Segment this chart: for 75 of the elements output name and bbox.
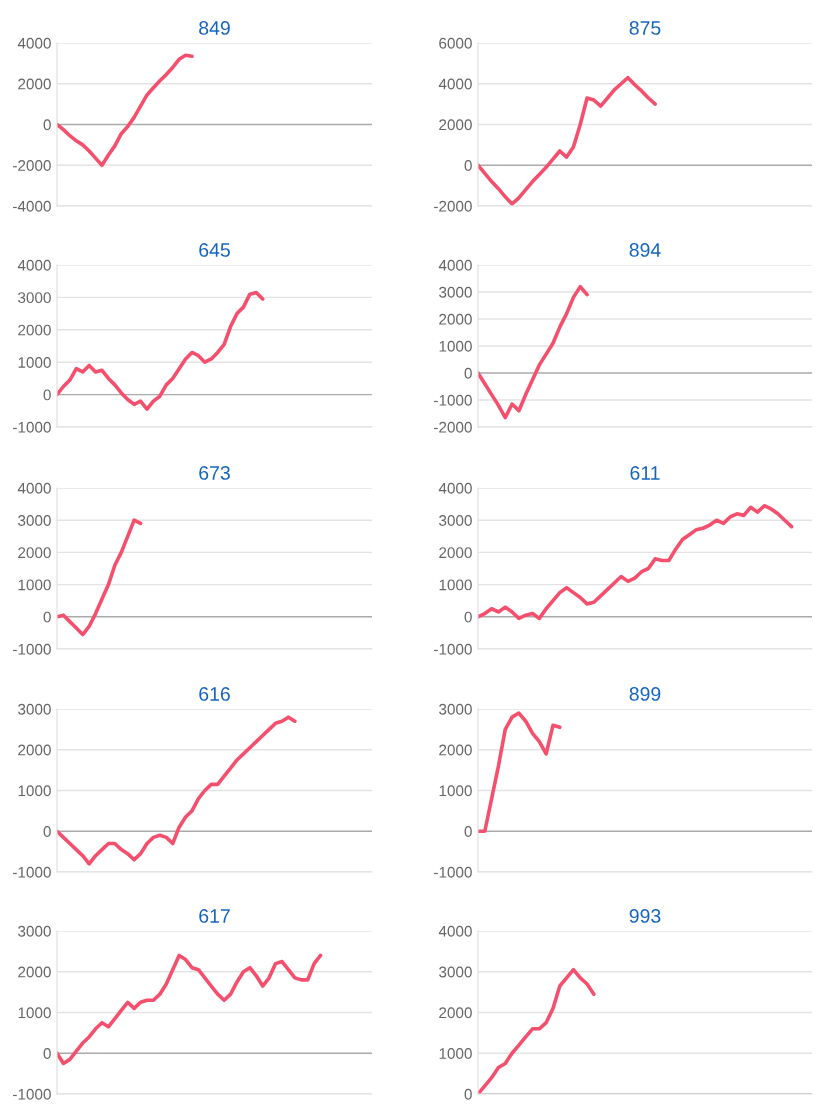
y-tick-label: 3000 xyxy=(18,925,51,937)
line-series xyxy=(478,284,589,420)
y-tick-label: -1000 xyxy=(434,866,472,878)
y-tick-label: 0 xyxy=(464,1088,472,1100)
y-tick-label: 2000 xyxy=(18,744,51,756)
y-tick-label: 1000 xyxy=(18,1007,51,1019)
y-tick-label: -2000 xyxy=(434,421,472,433)
line-series xyxy=(57,953,323,1066)
y-tick-label: 4000 xyxy=(17,482,51,494)
y-tick-label: 0 xyxy=(464,826,472,837)
chart-title: 875 xyxy=(629,21,661,35)
y-tick-label: -1000 xyxy=(434,643,472,655)
y-tick-label: -2000 xyxy=(13,160,51,171)
line-series xyxy=(57,518,143,637)
y-tick-label: 1000 xyxy=(439,1048,472,1059)
y-tick-label: 3000 xyxy=(439,515,472,526)
y-tick-label: 3000 xyxy=(18,292,51,304)
y-tick-label: 3000 xyxy=(439,703,472,715)
y-tick-label: 0 xyxy=(464,367,472,379)
y-tick-label: 4000 xyxy=(438,78,472,90)
y-tick-label: -1000 xyxy=(13,1088,51,1100)
chart-title: 894 xyxy=(629,243,661,257)
y-tick-label: 0 xyxy=(43,389,51,401)
chart-title: 645 xyxy=(199,243,230,257)
y-tick-label: 1000 xyxy=(18,357,51,368)
y-tick-label: -1000 xyxy=(13,421,51,433)
y-tick-label: 2000 xyxy=(439,547,472,559)
line-series xyxy=(478,75,658,206)
y-tick-label: 2000 xyxy=(18,324,51,336)
chart-title: 899 xyxy=(629,687,661,701)
y-tick-label: 0 xyxy=(464,160,472,171)
y-tick-label: 1000 xyxy=(18,579,51,591)
y-tick-label: -1000 xyxy=(13,866,51,878)
chart-title: 849 xyxy=(199,21,230,35)
y-tick-label: 4000 xyxy=(438,259,472,271)
line-series xyxy=(478,967,596,1094)
line-series xyxy=(57,53,194,168)
line-series xyxy=(478,711,562,834)
y-tick-label: 3000 xyxy=(18,515,51,526)
y-tick-label: 0 xyxy=(43,826,51,837)
y-tick-label: 4000 xyxy=(17,37,51,49)
y-tick-label: -4000 xyxy=(13,200,51,212)
y-tick-label: 0 xyxy=(43,611,51,623)
y-tick-label: 2000 xyxy=(18,547,51,559)
line-series xyxy=(57,290,265,411)
chart-title: 611 xyxy=(630,466,660,480)
y-tick-label: 0 xyxy=(43,1048,51,1059)
y-tick-label: 6000 xyxy=(439,37,472,49)
y-tick-label: 3000 xyxy=(439,966,472,978)
y-tick-label: 2000 xyxy=(439,313,472,325)
chart-title: 616 xyxy=(199,687,230,701)
chart-title: 617 xyxy=(199,909,230,923)
y-tick-label: 0 xyxy=(43,119,51,131)
y-tick-label: 1000 xyxy=(18,785,51,797)
line-series xyxy=(478,503,794,621)
y-tick-label: 2000 xyxy=(439,744,472,756)
y-tick-label: -1000 xyxy=(434,394,472,406)
y-tick-label: 2000 xyxy=(18,78,51,90)
y-tick-label: -1000 xyxy=(13,643,51,655)
y-tick-label: 2000 xyxy=(439,1007,472,1019)
y-tick-label: -2000 xyxy=(434,200,472,212)
y-tick-label: 2000 xyxy=(439,119,472,131)
y-tick-label: 1000 xyxy=(439,785,472,797)
y-tick-label: 1000 xyxy=(439,340,472,352)
y-tick-label: 4000 xyxy=(17,259,51,271)
y-tick-label: 0 xyxy=(464,611,472,623)
y-tick-label: 4000 xyxy=(438,482,472,494)
line-series xyxy=(57,715,297,866)
y-tick-label: 4000 xyxy=(438,925,472,937)
y-tick-label: 1000 xyxy=(439,579,472,591)
chart-title: 673 xyxy=(199,466,230,480)
chart-title: 993 xyxy=(629,909,661,923)
y-tick-label: 2000 xyxy=(18,966,51,978)
y-tick-label: 3000 xyxy=(439,286,472,298)
y-tick-label: 3000 xyxy=(18,703,51,715)
